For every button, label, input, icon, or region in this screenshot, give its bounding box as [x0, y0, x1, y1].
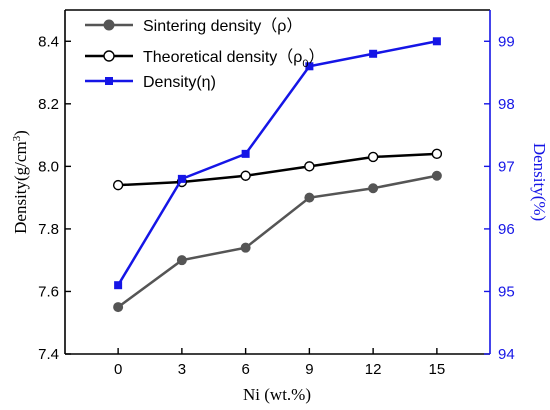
left-tick-label: 7.8: [38, 221, 59, 238]
legend-label-theoretical: Theoretical density（ρ0）: [143, 48, 325, 70]
left-tick-label: 8.2: [38, 96, 59, 113]
data-point-series-2: [241, 149, 250, 158]
right-tick-label: 96: [498, 221, 515, 238]
data-point-series-2: [114, 281, 123, 290]
y-axis-title-left: Density(g/cm3): [11, 130, 30, 234]
left-tick-label: 7.4: [38, 346, 59, 363]
data-point-series-0: [113, 302, 124, 313]
x-axis-title: Ni (wt.%): [243, 385, 311, 404]
legend-marker-sintering: [103, 19, 115, 31]
data-point-series-0: [368, 183, 379, 194]
data-point-series-1: [112, 179, 124, 191]
data-point-series-2: [305, 62, 314, 71]
data-point-series-1: [304, 161, 315, 172]
legend-entry-sintering: Sintering density（ρ）: [85, 17, 302, 35]
data-point-series-2: [369, 49, 378, 58]
x-tick-label: 6: [241, 361, 249, 378]
data-point-series-0: [240, 242, 251, 253]
data-point-series-2: [177, 174, 186, 183]
data-point-series-0: [431, 170, 442, 181]
legend: Sintering density（ρ） Theoretical density…: [85, 17, 325, 91]
left-tick-label: 8.4: [38, 33, 59, 50]
left-tick-label: 8.0: [38, 158, 59, 175]
right-tick-label: 94: [498, 346, 515, 363]
data-point-series-0: [176, 255, 187, 266]
left-ticks: 7.4 7.6 7.8 8.0 8.2 8.4: [38, 33, 71, 363]
right-tick-label: 99: [498, 33, 515, 50]
data-point-series-1: [367, 151, 379, 163]
series-line-0: [117, 174, 438, 309]
legend-label-sintering: Sintering density（ρ）: [143, 17, 302, 35]
series-layer: [112, 37, 443, 313]
x-tick-label: 15: [429, 361, 446, 378]
series-line-1: [118, 152, 437, 187]
left-tick-label: 7.6: [38, 283, 59, 300]
legend-label-density-eta: Density(η): [143, 74, 216, 91]
x-tick-label: 3: [178, 361, 186, 378]
data-point-series-2: [432, 37, 441, 46]
data-point-series-1: [240, 170, 251, 181]
x-tick-label: 9: [305, 361, 313, 378]
legend-entry-density-eta: Density(η): [85, 74, 216, 91]
data-point-series-1: [431, 148, 443, 160]
right-tick-label: 97: [498, 158, 515, 175]
legend-marker-theoretical: [103, 50, 115, 62]
legend-marker-density-eta: [105, 77, 113, 85]
legend-entry-theoretical: Theoretical density（ρ0）: [85, 48, 325, 70]
x-tick-label: 0: [114, 361, 122, 378]
right-tick-label: 95: [498, 283, 515, 300]
x-tick-label: 12: [365, 361, 382, 378]
series-line-2: [117, 40, 438, 286]
data-point-series-0: [304, 192, 315, 203]
x-ticks: 0 3 6 9 12 15: [114, 348, 445, 378]
y-axis-title-right: Density(%): [530, 143, 549, 221]
right-ticks: 94 95 96 97 98 99: [484, 33, 515, 363]
right-tick-label: 98: [498, 96, 515, 113]
